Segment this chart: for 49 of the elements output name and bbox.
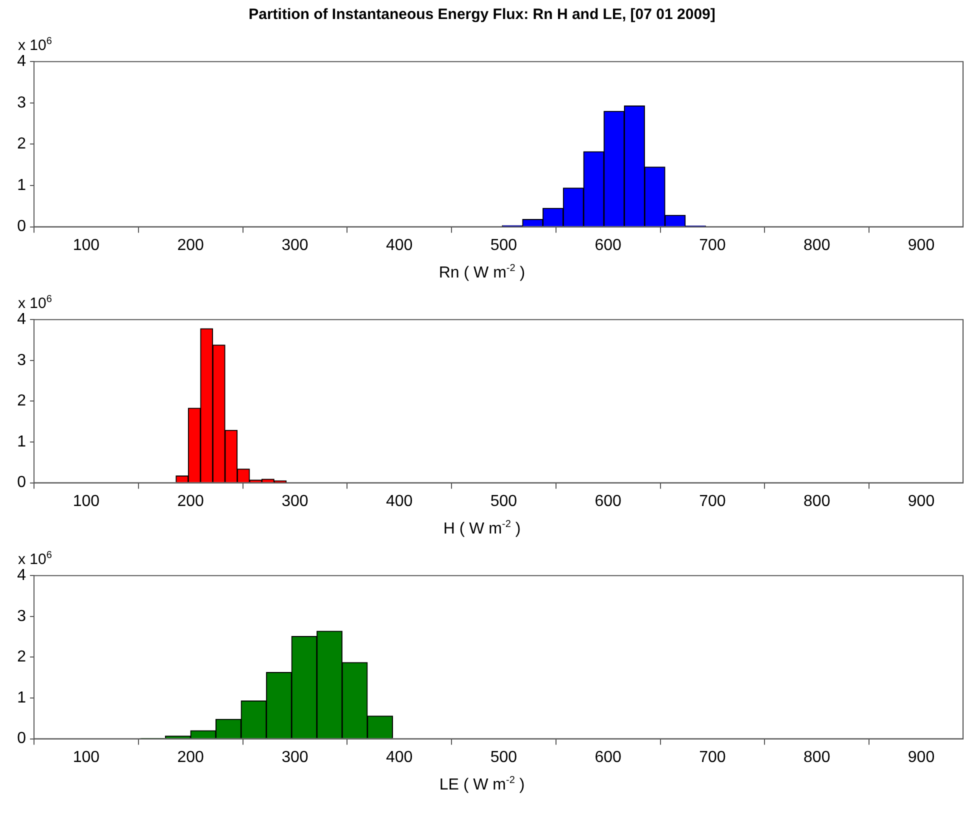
x-tick-label: 300 [282, 236, 308, 254]
x-tick-label: 100 [72, 748, 100, 766]
x-axis-title: H ( W m$^{-2}$ ) [442, 518, 522, 540]
x-tick-label: 300 [282, 492, 308, 510]
y-tick-label: 1 [17, 689, 26, 706]
y-tick-label: 4 [17, 567, 26, 584]
text: x 10$^{6}$ [18, 294, 52, 312]
x-axis-title: LE ( W m$^{-2}$ ) [438, 774, 526, 796]
y-tick-label: 1 [17, 433, 26, 450]
x-tick-label: 800 [804, 492, 830, 510]
y-tick-label: 3 [17, 94, 26, 112]
x-tick-label: 500 [490, 236, 518, 254]
y-tick-label: 3 [17, 352, 26, 369]
x-tick-label: 800 [804, 236, 830, 254]
x-tick-label: 400 [386, 236, 413, 254]
y-tick-label: 4 [17, 53, 26, 70]
x-tick-label: 600 [594, 748, 622, 766]
y-tick-label: 1 [17, 176, 26, 194]
y-tick-label: 0 [17, 474, 26, 492]
x-tick-label: 700 [699, 748, 726, 766]
x-tick-label: 300 [282, 748, 308, 766]
y-tick-label: 3 [17, 608, 26, 625]
x-tick-label: 600 [594, 236, 622, 254]
x-tick-label: 600 [594, 492, 622, 510]
x-tick-label: 900 [908, 236, 935, 254]
x-tick-label: 700 [699, 492, 726, 510]
y-tick-label: 0 [17, 730, 26, 748]
y-tick-label: 2 [17, 392, 26, 410]
x-tick-label: 200 [177, 492, 204, 510]
x-tick-label: 200 [177, 236, 204, 254]
x-tick-label: 400 [386, 748, 413, 766]
y-tick-label: 2 [17, 136, 26, 153]
x-tick-label: 800 [804, 748, 830, 766]
x-tick-label: 700 [699, 236, 726, 254]
x-tick-label: 500 [490, 492, 518, 510]
x-tick-label: 100 [72, 492, 100, 510]
x-axis-title: Rn ( W m$^{-2}$ ) [438, 262, 526, 284]
chart-title: Partition of Instantaneous Energy Flux: Rn H and LE, [07 01 2009] [248, 5, 716, 25]
y-tick-label: 4 [17, 311, 26, 328]
y-tick-label: 2 [17, 648, 26, 666]
x-tick-label: 100 [72, 236, 100, 254]
x-tick-label: 500 [490, 748, 518, 766]
text: x 10$^{6}$ [18, 36, 52, 54]
text: x 10$^{6}$ [18, 550, 52, 568]
x-tick-label: 900 [908, 748, 935, 766]
y-tick-label: 0 [17, 218, 26, 236]
x-tick-label: 900 [908, 492, 935, 510]
x-tick-label: 200 [177, 748, 204, 766]
x-tick-label: 400 [386, 492, 413, 510]
